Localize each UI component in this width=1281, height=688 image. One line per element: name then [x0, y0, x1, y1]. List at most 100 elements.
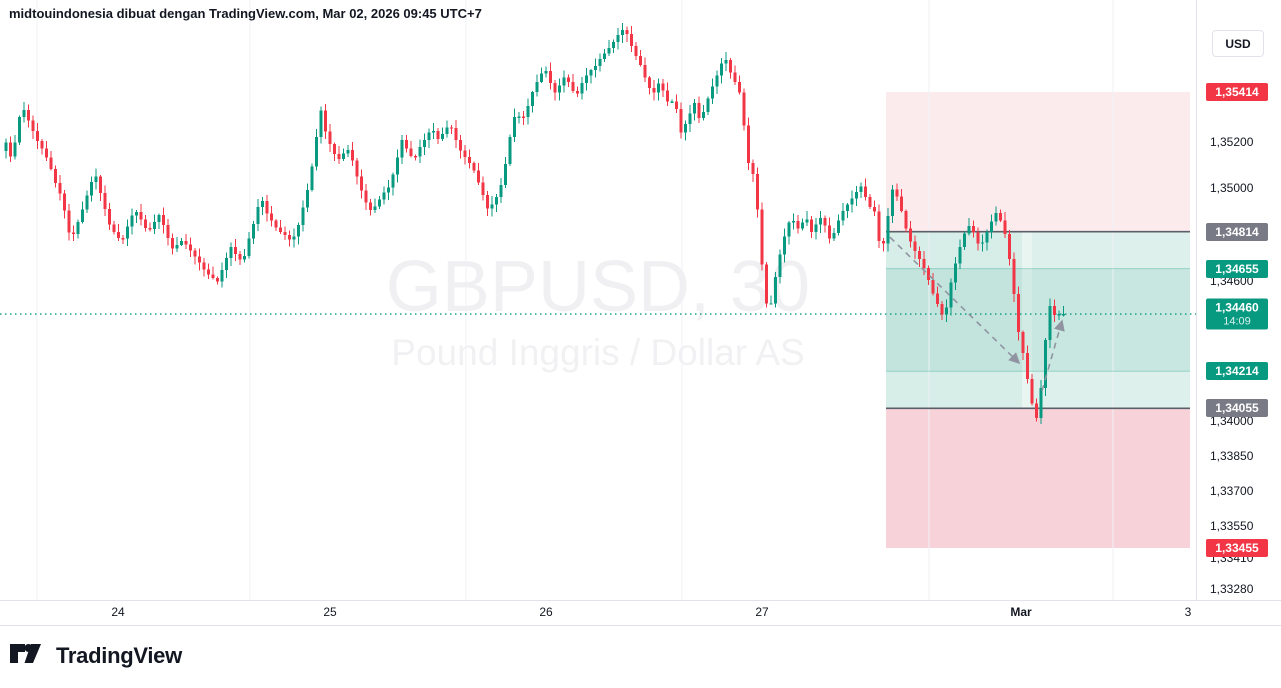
candle-body — [877, 211, 881, 241]
candle-body — [787, 222, 791, 237]
candle-body — [657, 83, 660, 93]
candle-body — [409, 148, 413, 157]
candle-body — [63, 193, 66, 211]
candle-body — [805, 219, 809, 223]
candle-body — [675, 101, 678, 110]
candle-body — [265, 201, 269, 214]
candle-body — [549, 70, 552, 84]
candle-body — [459, 140, 462, 151]
candle-body — [994, 212, 998, 222]
candle-body — [873, 207, 876, 212]
candle-body — [670, 101, 674, 103]
candle-body — [990, 221, 993, 233]
candle-body — [1017, 293, 1020, 333]
price-tick: 1,33700 — [1210, 483, 1254, 498]
candle-body — [922, 258, 926, 269]
candle-body — [36, 130, 39, 142]
candle-body — [247, 238, 251, 257]
candle-body — [261, 201, 264, 207]
candle-body — [616, 35, 620, 43]
candle-body — [454, 127, 458, 141]
candle-body — [198, 256, 201, 263]
candle-body — [702, 112, 705, 119]
candle-body — [751, 163, 755, 174]
candle-body — [468, 157, 471, 164]
candle-body — [229, 246, 233, 259]
candle-body — [864, 186, 867, 198]
tradingview-logo[interactable]: TradingView — [10, 643, 182, 669]
candle-body — [274, 220, 278, 228]
candle-body — [243, 256, 246, 260]
candle-body — [1026, 353, 1029, 380]
candle-body — [306, 190, 309, 208]
candle-body — [661, 83, 665, 91]
time-axis[interactable]: 24 25 26 27 Mar 3 — [0, 600, 1196, 625]
candle-body — [684, 123, 687, 133]
candle-body — [121, 238, 125, 240]
candle-body — [490, 204, 494, 209]
tradingview-logo-text: TradingView — [56, 643, 182, 668]
candle-body — [112, 224, 116, 233]
candle-body — [882, 240, 885, 244]
candle-body — [22, 109, 26, 118]
time-label: 3 — [1184, 605, 1192, 619]
candle-body — [139, 212, 143, 220]
candle-body — [972, 225, 975, 233]
candle-body — [189, 244, 192, 251]
candle-body — [603, 53, 606, 60]
candle-body — [679, 109, 683, 133]
projection-up-arrow — [1041, 319, 1065, 392]
chart-pane[interactable] — [0, 0, 1196, 625]
candle-body — [234, 246, 237, 254]
price-tick: 1,33850 — [1210, 449, 1254, 464]
candle-body — [405, 139, 408, 149]
candle-body — [54, 168, 57, 183]
candle-body — [508, 137, 512, 164]
candle-body — [814, 224, 818, 232]
candles — [4, 23, 1065, 425]
candle-body — [94, 176, 98, 182]
candle-body — [796, 221, 800, 229]
candle-body — [49, 157, 53, 169]
candle-body — [144, 219, 147, 229]
candle-body — [886, 216, 890, 244]
candle-body — [324, 110, 327, 132]
axis-separator-line — [0, 600, 1281, 601]
currency-toggle-button[interactable]: USD — [1212, 30, 1264, 57]
candle-body — [742, 92, 746, 126]
candle-body — [738, 81, 741, 93]
candle-body — [868, 197, 872, 208]
candle-body — [576, 90, 579, 94]
candle-body — [211, 274, 215, 278]
projection-down-arrow — [889, 236, 1021, 365]
candle-body — [360, 176, 363, 191]
candle-body — [472, 163, 476, 171]
candle-body — [270, 213, 273, 221]
stop-zone-upper — [886, 92, 1190, 232]
candle-body — [688, 113, 692, 124]
candle-body — [517, 116, 521, 118]
candle-body — [135, 212, 138, 216]
price-axis[interactable]: 1,35200 1,35000 1,34600 1,34000 1,33850 1,337… — [1196, 0, 1281, 600]
candle-body — [819, 218, 822, 225]
candle-body — [711, 86, 714, 99]
candle-body — [225, 258, 228, 271]
candle-body — [985, 232, 989, 243]
candle-body — [450, 127, 453, 129]
candle-body — [531, 92, 534, 107]
candle-body — [630, 34, 633, 46]
candle-body — [414, 156, 417, 158]
candle-body — [319, 110, 323, 137]
candle-body — [486, 195, 489, 209]
candle-body — [733, 72, 737, 82]
candle-body — [1012, 258, 1016, 294]
candle-body — [697, 102, 701, 119]
candle-body — [292, 236, 296, 240]
chart-bottom-border — [0, 625, 1281, 626]
candle-body — [634, 45, 638, 57]
candle-body — [846, 204, 849, 211]
candle-body — [463, 150, 467, 158]
candle-body — [693, 102, 696, 114]
candle-body — [643, 64, 647, 78]
